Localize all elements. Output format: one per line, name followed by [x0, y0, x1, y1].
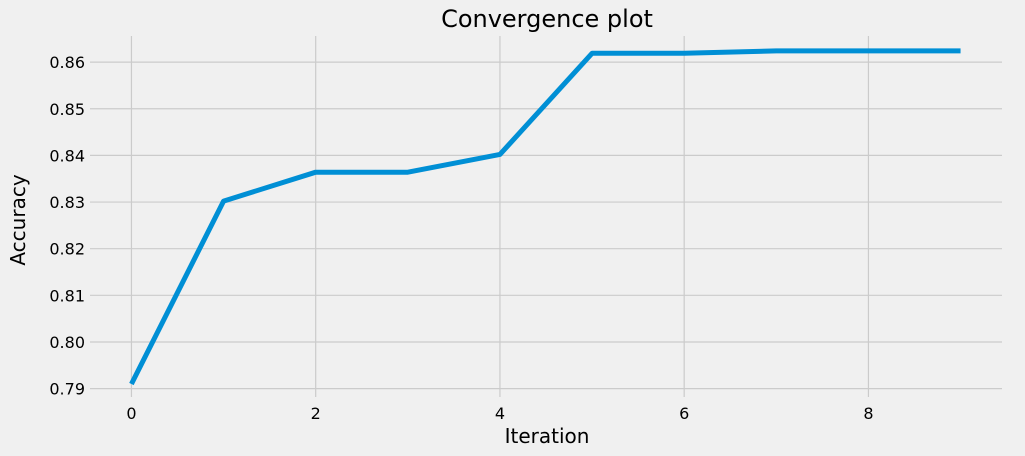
series-layer	[129, 48, 961, 386]
y-tick-label: 0.85	[49, 100, 85, 119]
y-tick-label: 0.84	[49, 146, 85, 165]
grid	[90, 36, 1002, 397]
x-tick-label: 2	[311, 404, 321, 423]
x-tick-label: 4	[495, 404, 505, 423]
y-tick-label: 0.79	[49, 380, 85, 399]
y-tick-label: 0.81	[49, 286, 85, 305]
x-tick-label: 6	[679, 404, 689, 423]
y-tick-label: 0.83	[49, 193, 85, 212]
chart-title: Convergence plot	[441, 5, 653, 33]
tick-labels: 0 2 4 6 8 0.79 0.80 0.81 0.82 0.83 0.84 0.85 0.86	[49, 53, 873, 423]
series-line	[129, 48, 961, 386]
y-tick-label: 0.86	[49, 53, 85, 72]
y-axis-label: Accuracy	[6, 174, 30, 265]
y-tick-label: 0.82	[49, 240, 85, 259]
x-axis-label: Iteration	[505, 424, 590, 448]
x-tick-label: 8	[863, 404, 873, 423]
y-tick-label: 0.80	[49, 333, 85, 352]
x-tick-label: 0	[126, 404, 136, 423]
